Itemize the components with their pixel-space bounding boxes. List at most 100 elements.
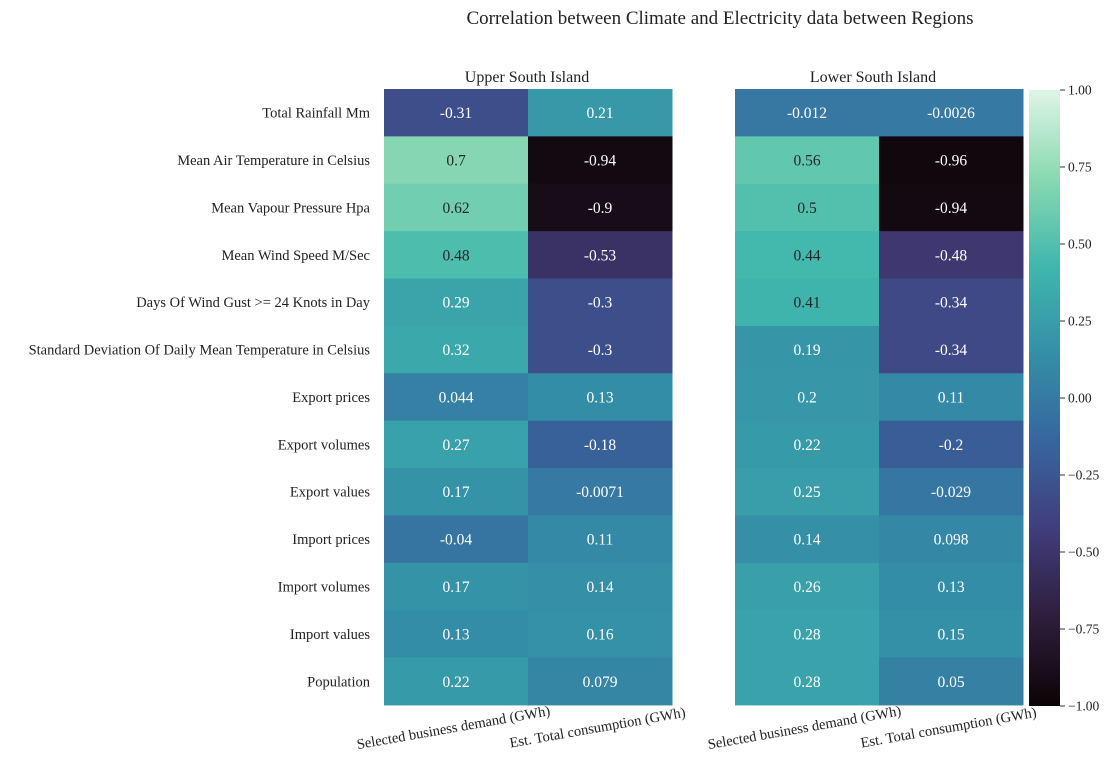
cell-value-label: 0.62 <box>442 200 469 217</box>
colorbar-tick-label: −1.00 <box>1068 699 1099 714</box>
cell-value-label: 0.25 <box>793 484 820 501</box>
cell-value-label: 0.15 <box>937 626 964 643</box>
cell-value-label: 0.079 <box>583 674 618 691</box>
cell-value-label: 0.14 <box>793 532 820 549</box>
heatmap-cell <box>735 420 880 469</box>
cell-value-label: -0.34 <box>935 295 968 312</box>
panel-lower-south-island: Lower South Island -0.012 -0.0026 0.56 -0.9… <box>707 69 1038 753</box>
chart-title: Correlation between Climate and Electric… <box>466 8 973 29</box>
cell-value-label: -0.53 <box>584 247 617 264</box>
heatmap-cell <box>735 183 880 232</box>
column-labels: Selected business demand (GWh)Est. Total… <box>707 703 1038 753</box>
cell-value-label: -0.0071 <box>576 484 624 501</box>
cell-value-label: -0.31 <box>440 105 472 122</box>
cell-value-label: 0.19 <box>793 342 820 359</box>
heatmap-cell <box>384 562 529 611</box>
colorbar-tick-label: 1.00 <box>1068 83 1092 98</box>
cell-value-label: -0.34 <box>935 342 968 359</box>
cell-value-label: 0.29 <box>442 295 469 312</box>
colorbar-tick-label: −0.50 <box>1068 545 1099 560</box>
heatmap-cell <box>528 278 673 327</box>
heatmap-cell <box>735 373 880 422</box>
colorbar-tick-label: 0.75 <box>1068 160 1092 175</box>
heatmap-cell <box>384 420 529 469</box>
heatmap-cell <box>528 89 673 137</box>
panel-title: Upper South Island <box>465 69 589 86</box>
heatmap-cell <box>879 278 1024 327</box>
heatmap-cell <box>879 420 1024 469</box>
cell-value-label: 0.044 <box>439 389 474 406</box>
cell-value-label: 0.7 <box>446 153 466 170</box>
heatmap-cell <box>735 231 880 280</box>
row-label: Export values <box>290 485 370 501</box>
heatmap-cell <box>879 325 1024 374</box>
cell-value-label: 0.41 <box>793 295 820 312</box>
cell-value-label: -0.94 <box>584 153 617 170</box>
heatmap-cell <box>879 136 1024 185</box>
heatmap-cell <box>384 610 529 659</box>
heatmap-cell <box>879 610 1024 659</box>
cell-value-label: 0.56 <box>793 153 820 170</box>
cell-value-label: 0.11 <box>587 532 614 549</box>
cell-value-label: 0.28 <box>793 674 820 691</box>
colorbar-tick-label: −0.25 <box>1068 468 1099 483</box>
heatmap-cell <box>879 562 1024 611</box>
row-labels: Total Rainfall Mm Mean Air Temperature in… <box>29 106 371 691</box>
heatmap-cell <box>384 515 529 564</box>
cell-value-label: -0.9 <box>588 200 613 217</box>
colorbar-tick-label: −0.75 <box>1068 622 1099 637</box>
row-label: Standard Deviation Of Daily Mean Tempera… <box>29 343 371 359</box>
heatmap-cell <box>384 373 529 422</box>
colorbar-tick-label: 0.50 <box>1068 237 1092 252</box>
cell-value-label: 0.48 <box>442 247 469 264</box>
cell-value-label: 0.26 <box>793 579 820 596</box>
cell-value-label: -0.0026 <box>927 105 975 122</box>
heatmap-cell <box>528 468 673 516</box>
cell-value-label: 0.22 <box>793 437 820 454</box>
heatmap-cells: -0.012 -0.0026 0.56 -0.96 0.5 -0.94 0.44 -0.48 0… <box>735 89 1024 706</box>
cell-value-label: 0.28 <box>793 626 820 643</box>
heatmap-cell <box>528 562 673 611</box>
cell-value-label: 0.27 <box>442 437 469 454</box>
heatmap-cell <box>528 420 673 469</box>
row-label: Days Of Wind Gust >= 24 Knots in Day <box>136 295 371 311</box>
cell-value-label: -0.029 <box>931 484 971 501</box>
heatmap-cell <box>879 89 1024 137</box>
row-label: Total Rainfall Mm <box>262 106 370 122</box>
heatmap-cell <box>528 325 673 374</box>
heatmap-cell <box>384 278 529 327</box>
heatmap-cell <box>528 136 673 185</box>
cell-value-label: 0.17 <box>442 579 469 596</box>
cell-value-label: 0.17 <box>442 484 469 501</box>
heatmap-cell <box>384 136 529 185</box>
heatmap-cell <box>879 468 1024 516</box>
row-label: Mean Air Temperature in Celsius <box>177 153 370 169</box>
cell-value-label: 0.13 <box>442 626 469 643</box>
row-label: Mean Vapour Pressure Hpa <box>211 200 370 216</box>
heatmap-cell <box>384 657 529 706</box>
heatmap-cell <box>528 610 673 659</box>
heatmap-cell <box>528 183 673 232</box>
cell-value-label: 0.05 <box>937 674 964 691</box>
heatmap-cell <box>528 657 673 706</box>
heatmap-cell <box>528 231 673 280</box>
heatmap-cell <box>879 657 1024 706</box>
panel-upper-south-island: Upper South Island -0.31 0.21 0.7 -0.94 0.62… <box>356 69 687 753</box>
heatmap-cell <box>735 515 880 564</box>
cell-value-label: 0.16 <box>586 626 613 643</box>
heatmap-cells: -0.31 0.21 0.7 -0.94 0.62 -0.9 0.48 -0.53 0.29 -0… <box>384 89 673 706</box>
cell-value-label: -0.96 <box>935 153 968 170</box>
cell-value-label: -0.2 <box>939 437 964 454</box>
heatmap-cell <box>384 89 529 137</box>
panel-title: Lower South Island <box>810 69 936 86</box>
heatmap-cell <box>735 657 880 706</box>
row-label: Import volumes <box>278 579 371 595</box>
row-label: Import prices <box>292 532 370 548</box>
heatmap-cell <box>735 610 880 659</box>
cell-value-label: 0.098 <box>934 532 969 549</box>
cell-value-label: 0.32 <box>442 342 469 359</box>
heatmap-cell <box>735 136 880 185</box>
row-label: Export prices <box>292 390 370 406</box>
row-label: Population <box>307 674 371 690</box>
